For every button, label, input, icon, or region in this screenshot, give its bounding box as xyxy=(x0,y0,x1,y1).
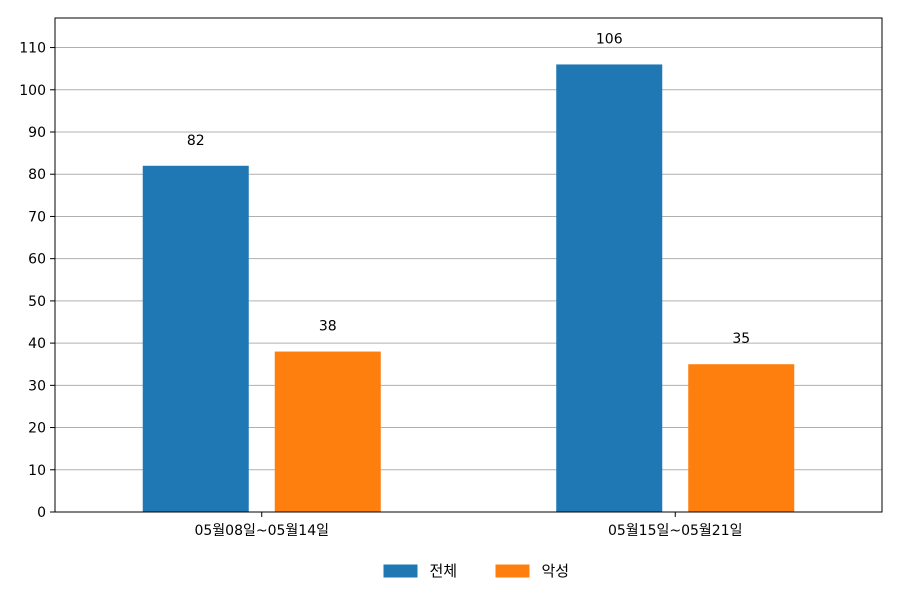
data-labels: 82 38 106 35 xyxy=(187,31,750,347)
bar-total xyxy=(142,165,249,512)
bar-malicious xyxy=(274,351,381,512)
plot-frame xyxy=(54,17,883,513)
x-tick-label: 05월15일~05월21일 xyxy=(608,523,743,539)
y-tick-label: 90 xyxy=(28,125,46,141)
bars xyxy=(142,64,795,512)
y-tick-label: 60 xyxy=(28,252,46,268)
legend-swatch xyxy=(383,564,418,578)
legend-label: 전체 xyxy=(430,562,458,580)
x-tick-label: 05월08일~05월14일 xyxy=(194,523,329,539)
data-label: 82 xyxy=(187,133,205,149)
y-tick-label: 70 xyxy=(28,209,46,225)
y-tick-label: 30 xyxy=(28,378,46,394)
legend-swatch xyxy=(495,564,530,578)
bar-total xyxy=(556,64,663,512)
data-label: 38 xyxy=(319,319,337,335)
y-tick-label: 80 xyxy=(28,167,46,183)
y-tick-label: 110 xyxy=(19,41,46,57)
axes: 0 10 20 30 40 50 60 70 80 90 100 110 05월08일~05월14일 05… xyxy=(19,17,883,539)
bar-malicious xyxy=(688,364,795,512)
y-tick-label: 40 xyxy=(28,336,46,352)
legend-label: 악성 xyxy=(542,562,570,580)
legend: 전체 악성 xyxy=(383,562,570,580)
y-tick-label: 100 xyxy=(19,83,46,99)
y-tick-label: 0 xyxy=(37,505,46,521)
data-label: 106 xyxy=(596,31,623,47)
y-tick-label: 10 xyxy=(28,463,46,479)
data-label: 35 xyxy=(732,331,750,347)
y-tick-label: 20 xyxy=(28,421,46,437)
y-tick-label: 50 xyxy=(28,294,46,310)
